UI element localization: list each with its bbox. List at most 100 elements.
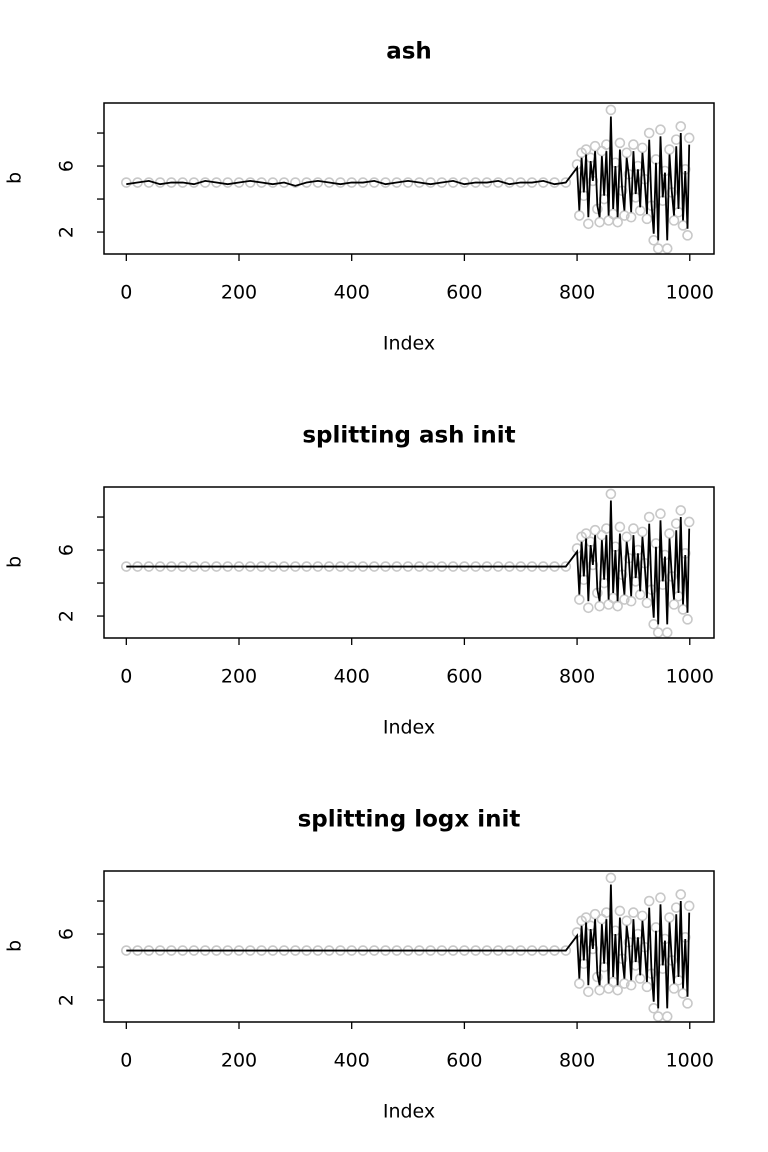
x-tick-label: 400 [334,666,370,688]
x-tick-label: 1000 [666,666,714,688]
data-point [605,104,617,116]
x-tick-label: 800 [559,666,595,688]
data-point [244,177,256,188]
data-point [655,124,666,136]
x-tick-label: 0 [120,666,132,688]
data-point [614,905,626,917]
x-axis-label: Index [383,333,435,355]
data-point [574,210,585,221]
x-tick-label: 1000 [666,1050,714,1072]
data-point [222,177,234,188]
x-tick-label: 400 [334,1050,370,1072]
x-tick-label: 600 [446,666,482,688]
data-point [677,220,689,231]
data-point [612,984,623,996]
y-axis-label: b [4,172,26,184]
data-point [643,895,655,907]
plot-frame [103,870,715,1023]
data-point [661,627,673,638]
data-point [637,142,648,154]
data-point [614,137,626,149]
data-point [664,528,675,539]
data-point [574,978,585,989]
data-point [641,213,653,225]
data-point [628,523,639,534]
data-point [335,177,346,188]
data-point [614,521,626,533]
data-point [589,908,601,920]
x-tick-label: 200 [221,1050,257,1072]
data-point [402,177,414,188]
data-point [682,230,693,241]
data-point [637,526,648,538]
data-point [683,900,695,912]
y-tick-label: 2 [56,226,78,238]
data-point [594,984,605,996]
y-tick-label: 2 [56,994,78,1006]
data-point [121,177,132,188]
y-tick-label: 6 [56,160,78,172]
data-point [312,177,324,188]
data-point [589,140,601,152]
data-point [673,590,684,602]
data-line [126,116,691,241]
data-line [126,500,691,625]
data-point [605,488,617,500]
x-tick-label: 800 [559,282,595,304]
data-point [664,144,675,155]
data-point [670,902,682,913]
x-axis-label: Index [383,717,435,739]
data-point [425,177,436,188]
chart-title: splitting logx init [298,807,521,833]
data-point [670,134,682,145]
x-axis-label: Index [383,1101,435,1123]
data-point [583,218,594,230]
x-tick-label: 0 [120,282,132,304]
data-point [652,627,664,638]
data-point [675,121,687,132]
data-point [583,986,594,998]
data-point [643,511,655,523]
data-point [290,177,301,188]
data-point [655,508,666,520]
y-axis-label: b [4,556,26,568]
data-point [625,211,637,223]
data-point [675,505,687,516]
data-point [634,205,646,216]
data-point [634,589,646,600]
data-point [574,594,585,605]
x-tick-label: 0 [120,1050,132,1072]
data-point [673,974,684,986]
data-point [673,206,684,218]
data-point [643,127,655,139]
data-point [668,983,680,994]
x-tick-label: 800 [559,1050,595,1072]
data-point [670,518,682,529]
data-point [641,597,653,609]
plot-frame [103,486,715,639]
data-point [580,528,592,539]
data-point [625,595,637,607]
data-point [612,600,623,612]
data-point [634,973,646,984]
x-tick-label: 600 [446,282,482,304]
data-point [655,892,666,904]
data-point [668,599,680,610]
data-point [652,1011,664,1022]
data-point [668,215,680,226]
data-line [126,884,691,1009]
x-tick-label: 200 [221,666,257,688]
data-point [641,981,653,993]
data-point [594,600,605,612]
data-point [621,147,632,159]
data-point [677,604,689,615]
data-point [637,910,648,922]
data-point [619,594,630,605]
data-point [677,988,689,999]
data-point [628,907,639,918]
data-point [605,872,617,884]
data-point [580,912,592,923]
data-point [628,139,639,150]
data-point [594,216,605,228]
chart-title: ash [386,39,432,65]
